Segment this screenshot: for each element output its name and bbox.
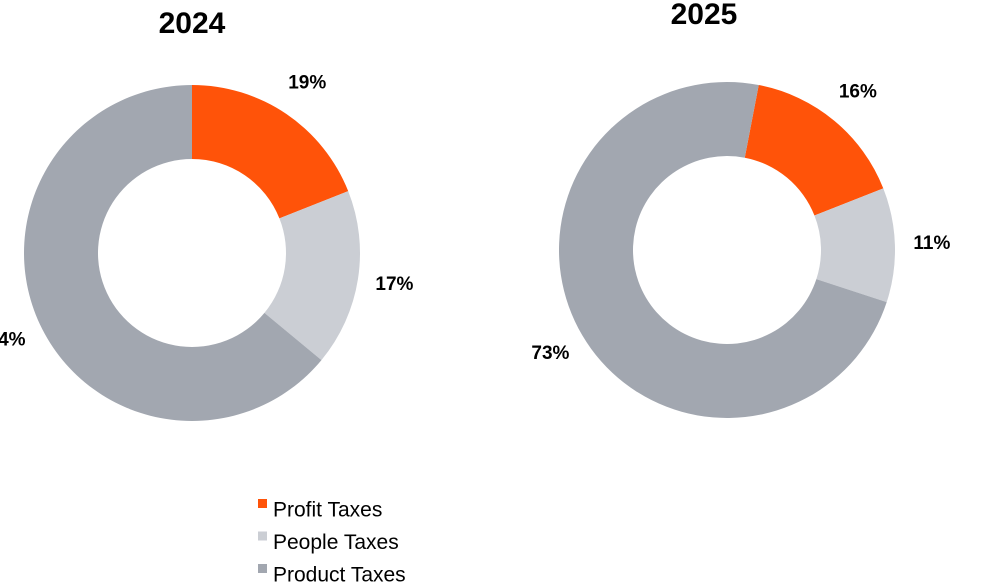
donut-slice: [192, 85, 349, 219]
legend-swatch: [258, 531, 267, 541]
donut-slice: [264, 191, 361, 361]
donut-slice: [814, 188, 895, 303]
legend-swatch: [258, 564, 267, 573]
chart-title: 2024: [159, 7, 226, 40]
donut-slice: [744, 85, 884, 216]
chart-title: 2025: [671, 0, 738, 31]
value-label: 73%: [531, 343, 569, 364]
legend-label: Profit Taxes: [273, 499, 382, 522]
value-label: 64%: [0, 329, 26, 350]
value-label: 19%: [288, 72, 326, 93]
legend-swatch: [258, 499, 267, 508]
donut-slice: [559, 82, 887, 418]
value-label: 17%: [375, 274, 413, 295]
value-label: 16%: [839, 81, 877, 102]
legend-label: Product Taxes: [273, 564, 406, 585]
value-label: 11%: [913, 233, 950, 254]
legend-label: People Taxes: [273, 531, 399, 554]
donut-slice: [23, 85, 322, 421]
